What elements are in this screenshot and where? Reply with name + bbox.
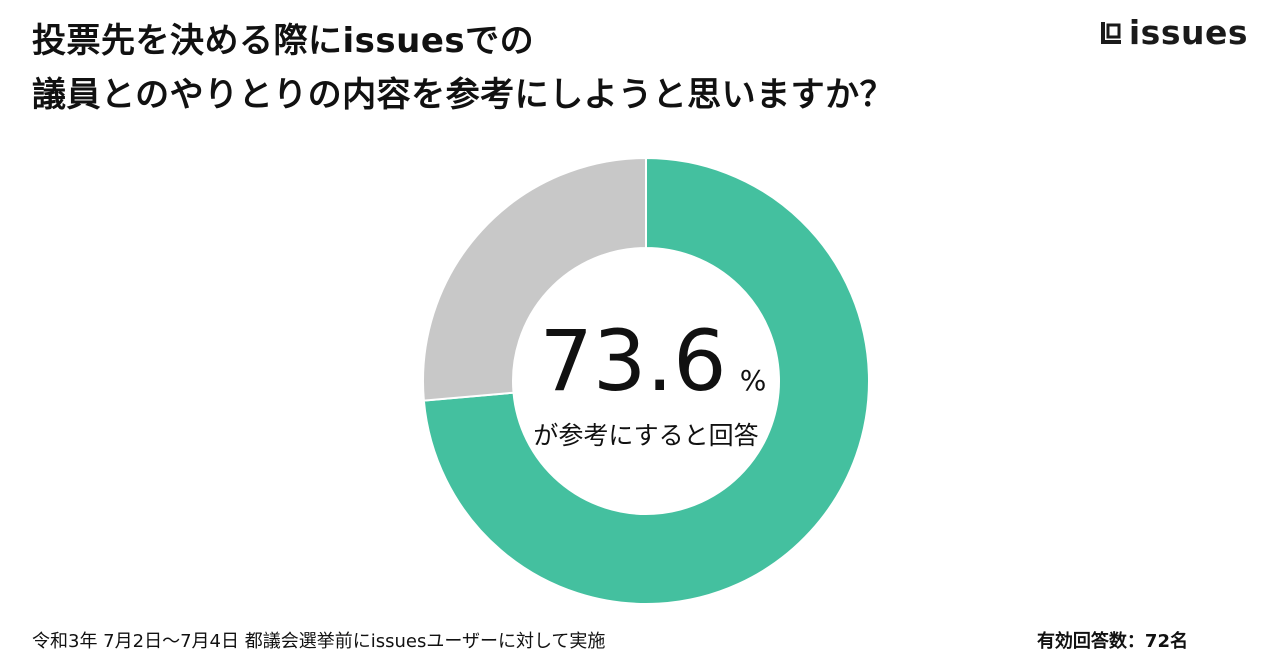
title-line-1: 投票先を決める際にissuesでの [32, 21, 535, 61]
brand-name: issues [1128, 13, 1248, 52]
center-caption: が参考にすると回答 [533, 421, 758, 450]
center-unit: % [740, 364, 767, 397]
survey-note: 令和3年 7月2日〜7月4日 都議会選挙前にissuesユーザーに対して実施 [32, 631, 606, 652]
brand: issues [1100, 13, 1248, 52]
title-line-2: 議員とのやりとりの内容を参考にしようと思いますか？ [32, 75, 895, 115]
donut-slice-1 [422, 156, 870, 605]
center-value: 73.6 [539, 312, 726, 410]
respondent-count: 有効回答数：72名 [1036, 631, 1188, 652]
issues-logo-icon [1100, 22, 1121, 44]
donut-slice-2 [422, 156, 647, 402]
donut-slices [422, 156, 870, 605]
chart-title: 投票先を決める際にissuesでの 議員とのやりとりの内容を参考にしようと思いま… [32, 14, 1072, 122]
